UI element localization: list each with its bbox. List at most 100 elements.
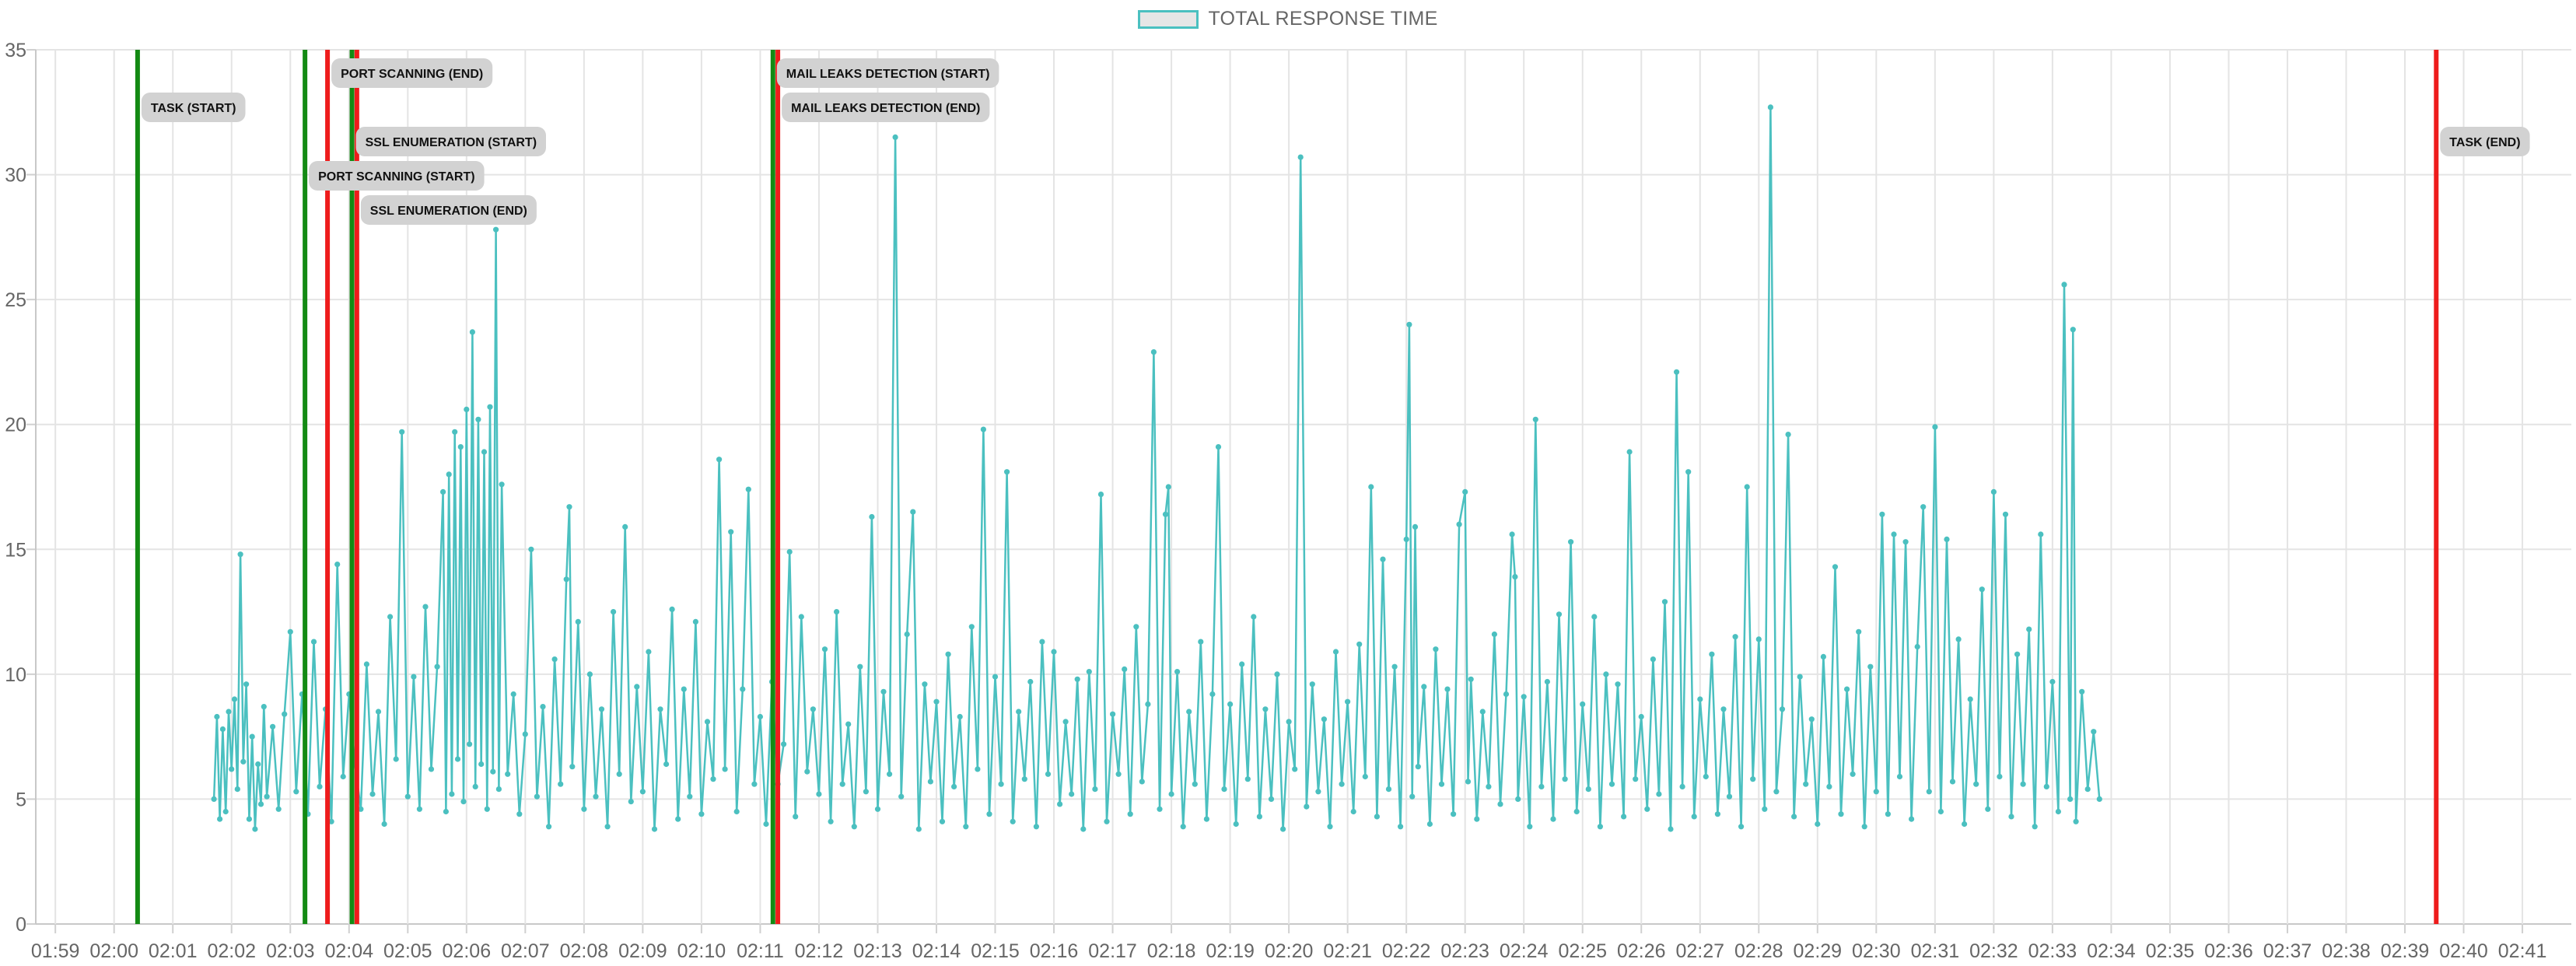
- data-point: [639, 789, 646, 795]
- data-point: [1398, 824, 1404, 830]
- data-point: [481, 449, 488, 455]
- data-point: [1949, 779, 1956, 785]
- data-point: [2038, 531, 2044, 537]
- data-point: [1732, 634, 1738, 640]
- data-point: [1832, 564, 1839, 570]
- data-point: [317, 783, 323, 790]
- data-point: [1251, 614, 1257, 620]
- data-point: [1339, 781, 1345, 787]
- data-point: [1803, 781, 1809, 787]
- data-point: [1685, 469, 1692, 475]
- data-point: [1650, 656, 1656, 663]
- data-point: [1465, 779, 1472, 785]
- annotation-bg: [2440, 127, 2530, 156]
- data-point: [2084, 786, 2091, 793]
- data-point: [270, 723, 276, 730]
- data-point: [1697, 696, 1703, 702]
- data-point: [416, 806, 423, 812]
- data-point: [358, 806, 364, 812]
- x-tick-label: 02:02: [207, 940, 256, 962]
- annotation-label: PORT SCANNING (START): [318, 170, 474, 184]
- data-point: [487, 404, 493, 410]
- data-point: [1315, 789, 1321, 795]
- data-point: [1356, 641, 1363, 647]
- data-point: [528, 546, 534, 552]
- annotation-bg: [782, 93, 990, 122]
- data-point: [887, 771, 893, 777]
- data-point: [1104, 818, 1110, 824]
- data-point: [399, 429, 405, 435]
- data-point: [505, 771, 511, 777]
- data-point: [1409, 793, 1416, 800]
- chart-legend[interactable]: TOTAL RESPONSE TIME: [0, 9, 2576, 29]
- data-point: [915, 826, 922, 832]
- data-point: [1973, 781, 1979, 787]
- data-point: [257, 801, 264, 807]
- data-point: [1186, 709, 1192, 715]
- annotation-bg: [309, 161, 485, 191]
- data-point: [393, 756, 399, 762]
- data-point: [375, 709, 382, 715]
- data-point: [1162, 511, 1169, 517]
- data-point: [863, 789, 869, 795]
- data-point: [1755, 636, 1762, 642]
- data-point: [495, 786, 502, 793]
- data-point: [1615, 681, 1621, 688]
- data-point: [869, 513, 875, 520]
- data-point: [1174, 669, 1181, 675]
- data-point: [1585, 786, 1591, 793]
- data-point: [2096, 796, 2102, 802]
- data-point: [845, 721, 852, 727]
- data-point: [1738, 824, 1745, 830]
- data-point: [1016, 709, 1022, 715]
- data-point: [2091, 729, 2097, 735]
- data-point: [1909, 816, 1915, 822]
- legend-label[interactable]: TOTAL RESPONSE TIME: [1208, 8, 1438, 30]
- x-tick-label: 02:34: [2087, 940, 2136, 962]
- data-point: [2067, 796, 2074, 802]
- data-point: [1233, 821, 1239, 828]
- annotation-label: TASK (START): [151, 102, 236, 115]
- data-point: [1638, 713, 1644, 720]
- data-point: [663, 761, 670, 768]
- data-point: [1856, 628, 1862, 635]
- data-point: [1838, 811, 1844, 817]
- data-point: [1122, 666, 1128, 673]
- data-point: [454, 756, 461, 762]
- data-point: [634, 684, 640, 690]
- data-point: [2073, 818, 2079, 824]
- annotation-box: PORT SCANNING (END): [331, 58, 493, 88]
- data-point: [986, 811, 992, 817]
- data-point: [810, 706, 816, 712]
- data-point: [1165, 484, 1171, 490]
- y-tick-label: 25: [5, 289, 26, 311]
- data-point: [411, 674, 417, 680]
- data-point: [1920, 504, 1927, 510]
- x-tick-label: 02:36: [2204, 940, 2253, 962]
- data-point: [214, 713, 220, 720]
- x-tick-label: 02:01: [149, 940, 198, 962]
- data-point: [1879, 511, 1885, 517]
- data-point: [1168, 791, 1174, 797]
- series-points: [211, 104, 2102, 832]
- data-point: [733, 808, 740, 815]
- x-tick-label: 02:09: [618, 940, 667, 962]
- x-tick-label: 02:08: [560, 940, 609, 962]
- x-tick-label: 02:22: [1382, 940, 1431, 962]
- data-point: [1321, 716, 1327, 723]
- data-point: [910, 509, 916, 515]
- data-point: [1292, 766, 1298, 772]
- annotation-box: SSL ENUMERATION (END): [360, 195, 537, 225]
- data-point: [1239, 661, 1245, 667]
- data-point: [1674, 369, 1680, 375]
- data-point: [922, 681, 928, 688]
- data-point: [1127, 811, 1133, 817]
- x-tick-label: 02:17: [1088, 940, 1137, 962]
- data-point: [1468, 676, 1474, 682]
- x-tick-label: 02:21: [1323, 940, 1372, 962]
- y-tick-label: 20: [5, 415, 26, 436]
- legend-swatch[interactable]: [1138, 9, 1199, 29]
- data-point: [293, 789, 299, 795]
- x-tick-label: 02:05: [383, 940, 432, 962]
- data-point: [1051, 649, 1057, 655]
